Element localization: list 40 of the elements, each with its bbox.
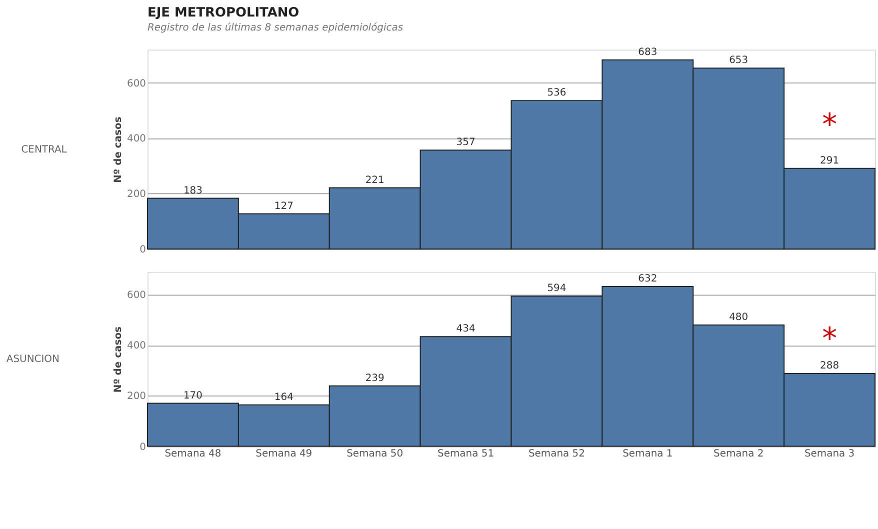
chart-title: EJE METROPOLITANO <box>147 6 300 21</box>
data-label: 291 <box>820 155 840 166</box>
data-label: 480 <box>729 312 748 323</box>
text: CENTRAL <box>21 144 68 156</box>
data-label: 239 <box>365 372 384 384</box>
y-tick-label: 0 <box>140 244 146 256</box>
data-label: 164 <box>274 392 294 403</box>
data-label: 288 <box>820 360 840 372</box>
y-tick-label: 600 <box>127 78 146 90</box>
data-label: 183 <box>183 185 202 196</box>
data-label: 221 <box>365 174 384 186</box>
y-tick-label: 400 <box>127 340 146 352</box>
x-tick-label: Semana 49 <box>256 448 312 460</box>
text: ASUNCION <box>6 354 60 366</box>
data-label: 594 <box>547 283 566 294</box>
data-label: 536 <box>547 88 566 99</box>
x-tick-label: Semana 51 <box>438 448 494 460</box>
data-label: 434 <box>456 324 476 335</box>
data-label: 170 <box>183 390 202 402</box>
y-axis-title: Nº de casos <box>113 116 124 183</box>
y-axis-title: Nº de casos <box>113 326 124 393</box>
annotation: * <box>822 321 838 356</box>
data-label: 127 <box>274 200 294 212</box>
x-tick-label: Semana 50 <box>346 448 404 460</box>
y-tick-label: 200 <box>127 391 146 402</box>
data-label: 357 <box>456 137 476 148</box>
data-label: 683 <box>638 46 658 58</box>
y-tick-label: 600 <box>127 290 146 302</box>
data-label: 632 <box>638 274 658 285</box>
y-tick-label: 400 <box>127 134 146 145</box>
x-tick-label: Semana 2 <box>714 448 764 460</box>
x-tick-label: Semana 1 <box>622 448 673 460</box>
y-tick-label: 200 <box>127 189 146 200</box>
chart-subtitle: Registro de las últimas 8 semanas epidemiológicas <box>147 22 404 34</box>
x-tick-label: Semana 52 <box>528 448 585 460</box>
x-tick-label: Semana 3 <box>804 448 855 460</box>
annotation: * <box>822 107 838 142</box>
x-tick-label: Semana 48 <box>164 448 222 460</box>
y-tick-label: 0 <box>140 442 146 453</box>
data-label: 653 <box>729 55 748 66</box>
